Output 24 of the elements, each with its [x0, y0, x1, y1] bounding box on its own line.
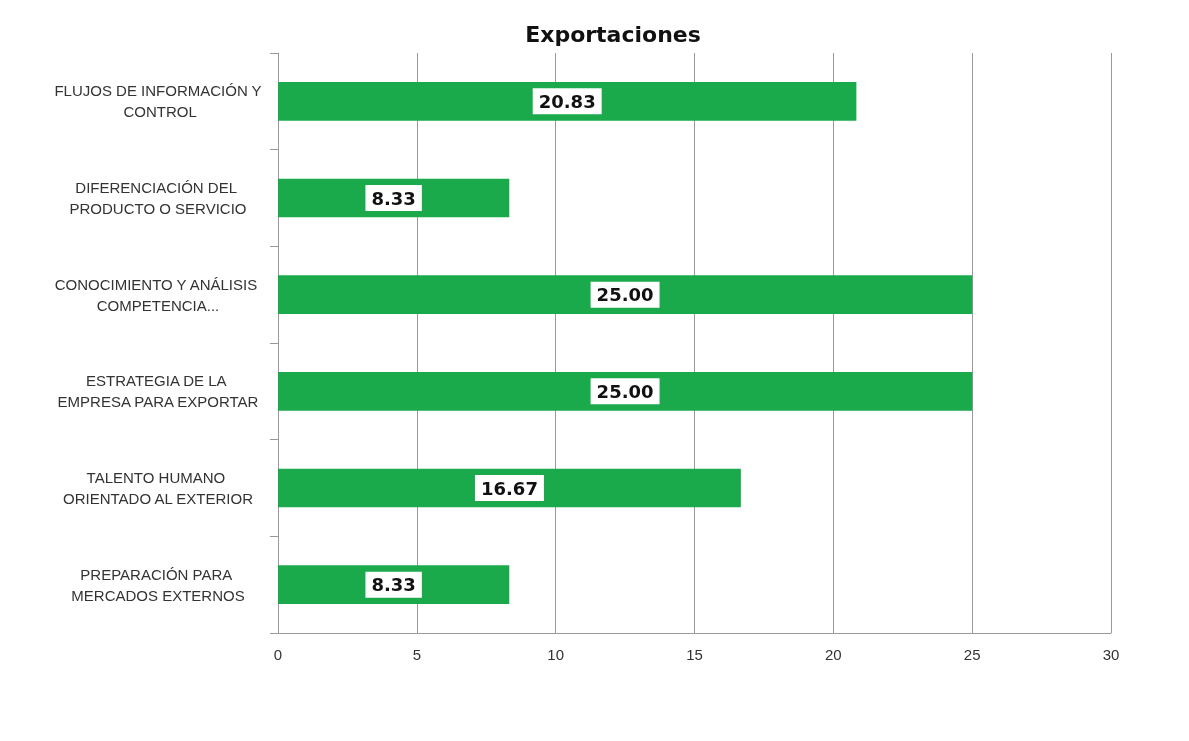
y-tick-label: TALENTO HUMANO ORIENTADO AL EXTERIOR — [62, 469, 254, 507]
bar — [278, 275, 973, 314]
bar — [278, 82, 857, 121]
x-tick-label: 20 — [824, 646, 842, 663]
chart-title: Exportaciones — [525, 21, 701, 47]
data-label: 25.00 — [596, 284, 654, 306]
data-label: 8.33 — [371, 187, 416, 209]
x-tick-label: 0 — [273, 646, 283, 663]
x-tick-label: 30 — [1102, 646, 1120, 663]
y-tick-label: PREPARACIÓN PARA MERCADOS EXTERNOS — [71, 565, 245, 604]
y-tick-label: CONOCIMIENTO Y ANÁLISIS COMPETENCIA... — [54, 275, 262, 314]
y-tick-label: ESTRATEGIA DE LA EMPRESA PARA EXPORTAR — [57, 372, 259, 411]
x-tick-label: 5 — [412, 646, 422, 663]
x-tick-label: 15 — [686, 646, 703, 663]
x-tick-label: 25 — [963, 646, 981, 663]
data-label: 16.67 — [480, 477, 538, 499]
data-label: 20.83 — [538, 90, 596, 112]
data-label: 8.33 — [371, 574, 416, 596]
bar — [278, 372, 973, 411]
x-tick-label: 10 — [547, 646, 565, 663]
data-label: 25.00 — [596, 380, 654, 402]
bar — [278, 468, 741, 508]
y-tick-label: DIFERENCIACIÓN DEL PRODUCTO O SERVICIO — [69, 179, 247, 217]
y-tick-label: FLUJOS DE INFORMACIÓN Y CONTROL — [54, 82, 262, 121]
